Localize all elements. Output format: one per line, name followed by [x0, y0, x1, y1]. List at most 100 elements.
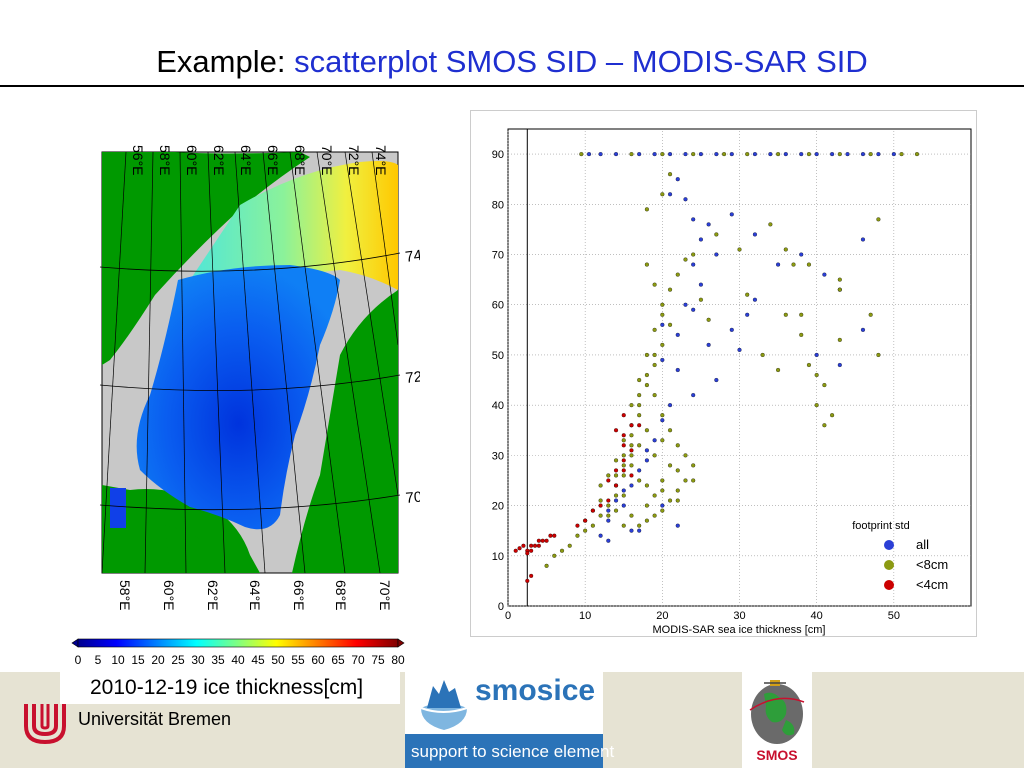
scatter-point	[837, 287, 842, 292]
y-tick-label: 70	[492, 250, 504, 262]
scatter-point	[660, 418, 665, 423]
scatter-point	[668, 192, 673, 197]
scatter-point	[548, 533, 553, 538]
scatter-point	[745, 312, 750, 317]
bottom-lon-label: 62°E	[205, 580, 221, 611]
scatter-point	[799, 332, 804, 337]
scatter-point	[675, 488, 680, 493]
legend-label-8cm: <8cm	[916, 557, 948, 572]
scatter-point	[830, 413, 835, 418]
ice-thickness-map: 56°E 58°E 60°E 62°E 64°E 66°E 68°E 70°E …	[60, 95, 440, 670]
colorbar-tick-label: 35	[211, 653, 225, 667]
scatter-point	[575, 533, 580, 538]
scatter-point	[683, 152, 688, 157]
scatter-point	[637, 468, 642, 473]
scatter-point	[683, 257, 688, 262]
scatter-point	[606, 503, 611, 508]
scatter-point	[621, 523, 626, 528]
scatter-point	[637, 528, 642, 533]
x-tick-label: 10	[579, 610, 591, 622]
colorbar-tick-label: 50	[271, 653, 285, 667]
scatter-point	[559, 548, 565, 553]
scatter-point	[729, 212, 734, 217]
scatter-point	[660, 342, 665, 347]
scatter-point	[567, 543, 572, 548]
scatter-point	[806, 262, 812, 267]
slide-title: Example: scatterplot SMOS SID – MODIS-SA…	[0, 44, 1024, 80]
scatter-point	[621, 413, 626, 418]
colorbar	[71, 638, 405, 648]
legend-title: footprint std	[852, 520, 909, 532]
scatter-point	[598, 483, 603, 488]
map-svg: 56°E 58°E 60°E 62°E 64°E 66°E 68°E 70°E …	[71, 145, 440, 667]
scatter-point	[722, 152, 727, 157]
scatter-point	[652, 327, 657, 332]
scatter-point	[706, 342, 711, 347]
scatter-point	[814, 372, 819, 378]
title-prefix: Example:	[156, 44, 286, 79]
scatter-point	[644, 518, 649, 523]
scatter-point	[552, 553, 557, 558]
scatter-point	[660, 312, 665, 317]
bottom-lon-label: 64°E	[247, 580, 263, 611]
scatter-point	[799, 252, 804, 257]
scatter-point	[598, 513, 603, 518]
scatter-point	[606, 508, 611, 513]
scatter-point	[714, 252, 719, 257]
scatter-point	[606, 473, 611, 478]
scatter-point	[621, 473, 626, 478]
colorbar-tick-label: 45	[251, 653, 265, 667]
top-lon-label: 56°E	[130, 145, 146, 176]
scatter-point	[837, 362, 842, 368]
legend-marker-4cm	[884, 580, 894, 590]
scatter-point	[613, 458, 619, 463]
scatter-point	[606, 538, 611, 543]
sw-ice-patch	[110, 488, 126, 528]
scatter-point	[698, 282, 703, 287]
scatter-point	[637, 403, 642, 408]
x-tick-label: 0	[505, 610, 511, 622]
scatter-point	[683, 478, 688, 483]
lat-label: 72°N	[405, 367, 420, 387]
scatter-point	[860, 327, 866, 332]
colorbar-tick-label: 70	[351, 653, 365, 667]
scatter-point	[629, 443, 634, 448]
scatter-point	[637, 378, 642, 383]
scatter-point	[644, 428, 649, 433]
scatter-point	[652, 513, 657, 518]
colorbar-tick-label: 60	[311, 653, 325, 667]
university-logo	[24, 704, 66, 745]
scatter-point	[675, 468, 680, 473]
scatter-point	[606, 498, 611, 503]
north-ice-region	[190, 161, 398, 290]
scatter-point	[606, 518, 611, 523]
y-tick-label: 40	[492, 400, 504, 412]
scatter-point	[776, 262, 781, 267]
scatter-point	[652, 493, 657, 498]
scatter-point	[668, 322, 673, 327]
scatter-point	[914, 152, 920, 157]
smosice-name: smosice	[475, 674, 596, 707]
scatter-point	[729, 327, 734, 332]
scatter-point	[683, 197, 688, 202]
scatter-point	[598, 503, 603, 508]
scatter-point	[668, 172, 673, 177]
scatter-point	[706, 317, 711, 322]
colorbar-tick-label: 65	[331, 653, 345, 667]
scatter-point	[637, 523, 642, 528]
scatter-point	[525, 551, 530, 556]
scatter-point	[760, 352, 765, 357]
scatter-point	[529, 548, 534, 553]
scatter-point	[660, 503, 665, 508]
y-tick-label: 20	[492, 501, 504, 513]
scatter-point	[683, 453, 688, 458]
smosice-logo: smosice support to science element	[405, 672, 614, 768]
scatter-point	[752, 232, 757, 237]
scatter-point	[644, 352, 649, 357]
scatter-point	[675, 272, 680, 277]
scatter-point	[606, 478, 611, 483]
scatter-point	[529, 573, 534, 578]
top-lon-label: 72°E	[346, 145, 362, 176]
scatter-point	[814, 352, 819, 357]
scatter-point	[845, 152, 850, 157]
